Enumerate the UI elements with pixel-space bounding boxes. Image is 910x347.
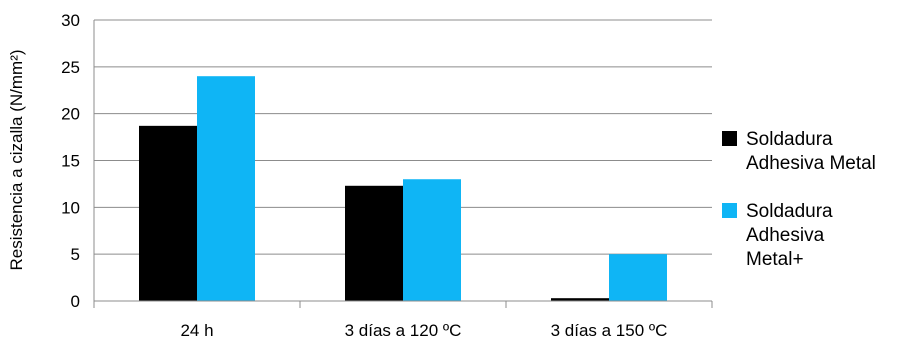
y-tick-labels: 0 5 10 15 20 25 30 [61, 11, 80, 311]
axes [93, 20, 713, 308]
bar-metal-1 [345, 185, 403, 301]
bar-metal-2 [551, 298, 609, 301]
y-tick-label: 20 [61, 105, 80, 124]
legend-label-line: Soldadura [746, 201, 833, 222]
legend-swatch-metal-plus [722, 203, 737, 218]
legend-label-metal: Soldadura Adhesiva Metal [746, 129, 876, 174]
legend-label-line: Metal+ [746, 249, 804, 270]
bar-metal-plus-0 [197, 76, 255, 301]
y-tick-label: 5 [71, 245, 80, 264]
bars [139, 76, 667, 302]
bar-metal-plus-1 [403, 179, 461, 301]
legend-label-line: Soldadura [746, 129, 833, 150]
x-tick-label: 3 días a 120 ºC [345, 321, 462, 340]
legend-label-metal-plus: Soldadura Adhesiva Metal+ [746, 201, 833, 270]
bar-metal-0 [139, 125, 197, 302]
y-tick-label: 15 [61, 152, 80, 171]
x-tick-label: 24 h [180, 321, 213, 340]
y-tick-label: 10 [61, 198, 80, 217]
legend: Soldadura Adhesiva Metal Soldadura Adhesiva… [722, 129, 876, 270]
bar-metal-plus-2 [609, 254, 667, 301]
x-tick-label: 3 días a 150 ºC [551, 321, 668, 340]
y-tick-label: 0 [71, 292, 80, 311]
legend-swatch-metal [722, 131, 737, 146]
x-tick-labels: 24 h 3 días a 120 ºC 3 días a 150 ºC [180, 321, 667, 340]
legend-label-line: Adhesiva Metal [746, 153, 876, 174]
y-axis-title: Resistencia a cizalla (N/mm²) [7, 49, 26, 270]
y-tick-label: 25 [61, 58, 80, 77]
legend-label-line: Adhesiva [746, 225, 825, 246]
y-tick-label: 30 [61, 11, 80, 30]
